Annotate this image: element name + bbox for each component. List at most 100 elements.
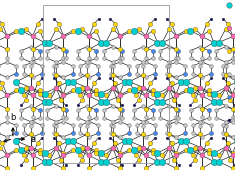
Point	[36, 22, 39, 25]
Point	[217, 153, 220, 156]
Point	[94, 92, 98, 95]
Point	[118, 107, 122, 110]
Point	[174, 167, 178, 170]
Point	[104, 94, 108, 97]
Point	[160, 153, 164, 156]
Point	[165, 136, 169, 139]
Point	[141, 73, 145, 76]
Point	[43, 152, 47, 154]
Point	[85, 65, 89, 68]
Point	[97, 77, 101, 80]
Point	[111, 87, 115, 90]
Point	[212, 152, 216, 154]
Point	[177, 164, 180, 166]
Point	[193, 87, 197, 90]
Point	[174, 152, 178, 154]
Point	[151, 152, 155, 154]
Point	[209, 124, 213, 127]
Point	[22, 72, 26, 75]
Point	[167, 65, 171, 68]
Point	[99, 41, 103, 44]
Point	[97, 64, 100, 67]
Point	[29, 61, 32, 63]
Point	[47, 160, 51, 163]
Point	[207, 89, 211, 91]
Point	[176, 109, 180, 112]
Point	[55, 87, 58, 90]
Point	[118, 92, 122, 95]
Point	[116, 158, 119, 161]
Point	[85, 45, 89, 48]
Point	[85, 120, 89, 123]
Point	[149, 82, 152, 85]
Point	[118, 94, 122, 97]
Point	[38, 152, 42, 154]
Point	[135, 72, 138, 75]
Point	[134, 153, 138, 156]
Point	[231, 48, 235, 51]
Point	[94, 148, 98, 151]
Point	[87, 56, 91, 59]
Point	[176, 116, 180, 119]
Point	[38, 89, 42, 91]
Point	[174, 48, 178, 51]
Point	[36, 82, 39, 85]
Point	[5, 48, 9, 51]
Point	[31, 48, 35, 51]
Point	[111, 120, 115, 123]
Point	[87, 34, 91, 37]
Point	[22, 153, 25, 156]
Point	[55, 73, 58, 76]
Point	[76, 164, 79, 166]
Point	[99, 101, 103, 103]
Point	[217, 101, 220, 103]
Point	[55, 61, 58, 63]
Point	[127, 140, 131, 142]
Point	[78, 124, 82, 127]
Point	[167, 120, 171, 123]
Point	[215, 109, 218, 112]
Point	[87, 61, 91, 63]
Point	[118, 153, 122, 156]
Point	[227, 4, 231, 6]
Point	[188, 104, 192, 107]
Point	[165, 132, 169, 134]
Point	[184, 29, 188, 32]
Point	[29, 124, 32, 127]
Point	[19, 148, 23, 151]
Point	[47, 94, 51, 97]
Point	[85, 105, 89, 108]
Point	[76, 116, 80, 119]
Point	[200, 61, 204, 63]
Point	[62, 135, 65, 138]
Point	[31, 167, 35, 170]
Point	[80, 147, 84, 149]
Point	[29, 87, 32, 90]
Point	[0, 28, 2, 30]
Point	[167, 61, 171, 63]
Point	[66, 140, 70, 142]
Point	[62, 120, 65, 123]
Point	[71, 80, 75, 83]
Point	[109, 64, 113, 67]
Point	[94, 109, 98, 112]
Point	[224, 105, 227, 108]
Point	[120, 164, 124, 166]
Point	[104, 101, 108, 103]
Point	[5, 153, 9, 156]
Point	[14, 132, 18, 134]
Point	[71, 89, 75, 91]
Point	[118, 48, 122, 51]
Point	[111, 147, 115, 149]
Point	[19, 29, 23, 32]
Point	[215, 57, 218, 60]
Point	[15, 140, 18, 142]
Point	[19, 89, 23, 91]
Point	[184, 148, 188, 151]
Point	[5, 94, 9, 97]
Point	[135, 124, 138, 127]
Point	[87, 48, 91, 51]
Point	[64, 109, 67, 112]
Point	[104, 41, 108, 44]
Point	[132, 164, 136, 166]
